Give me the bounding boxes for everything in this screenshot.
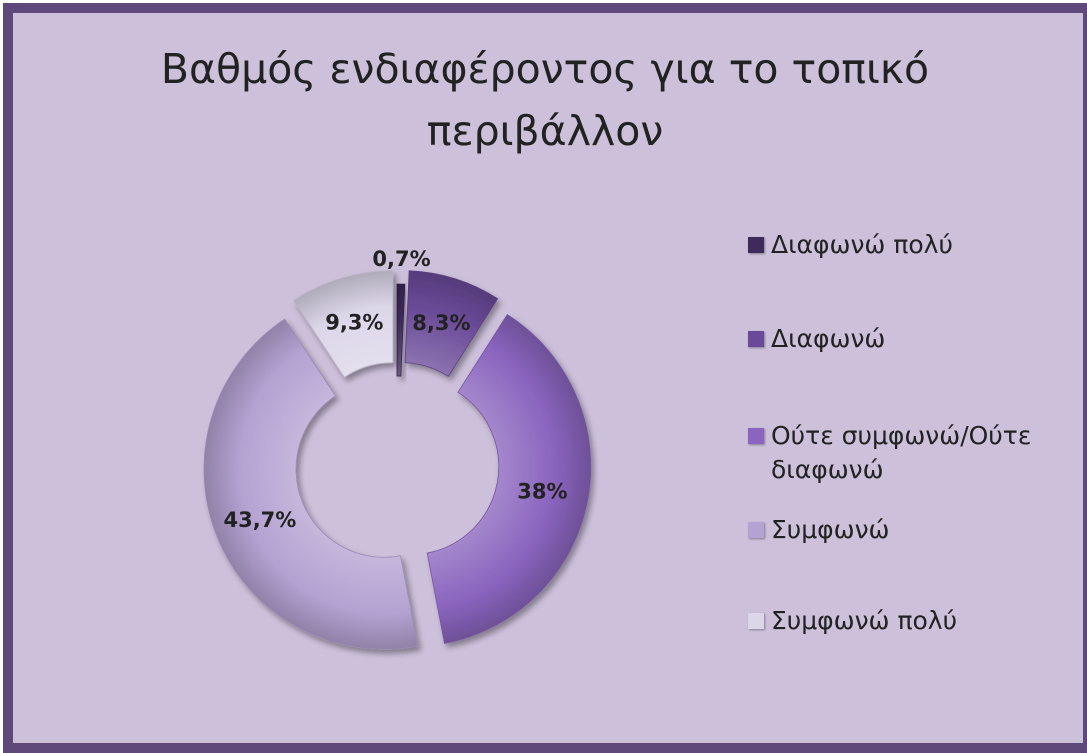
legend: Διαφωνώ πολύ Διαφωνώ Ούτε συμφωνώ/Ούτε δ… (748, 0, 1048, 749)
chart-title-line: περιβάλλον (426, 107, 664, 155)
legend-swatch (748, 237, 764, 253)
donut-slice (203, 318, 419, 650)
donut-slice (396, 283, 406, 377)
legend-label: Διαφωνώ (771, 324, 886, 353)
donut-slice (404, 270, 499, 377)
donut-slice (293, 270, 394, 378)
legend-swatch (748, 522, 764, 538)
legend-item: Διαφωνώ (748, 322, 1048, 356)
legend-label: Διαφωνώ πολύ (771, 230, 953, 259)
legend-label: Συμφωνώ (771, 515, 890, 544)
legend-swatch (748, 331, 764, 347)
chart-title: Βαθμός ενδιαφέροντος για το τοπικό περιβ… (40, 38, 1050, 162)
data-label: 43,7% (223, 508, 296, 532)
legend-item: Συμφωνώ (748, 513, 1048, 547)
legend-swatch (748, 613, 764, 629)
legend-label: Συμφωνώ πολύ (771, 606, 958, 635)
data-label: 8,3% (412, 311, 470, 335)
data-label: 0,7% (372, 247, 430, 271)
legend-swatch (748, 428, 764, 444)
donut-slice (426, 314, 592, 644)
legend-item: Συμφωνώ πολύ (748, 604, 1048, 638)
chart-title-line: Βαθμός ενδιαφέροντος για το τοπικό (160, 45, 930, 93)
data-label: 9,3% (325, 310, 383, 334)
data-label: 38% (517, 480, 567, 504)
legend-label: Ούτε συμφωνώ/Ούτε διαφωνώ (771, 421, 1032, 484)
legend-item: Διαφωνώ πολύ (748, 228, 1048, 262)
legend-item: Ούτε συμφωνώ/Ούτε διαφωνώ (748, 419, 1048, 487)
